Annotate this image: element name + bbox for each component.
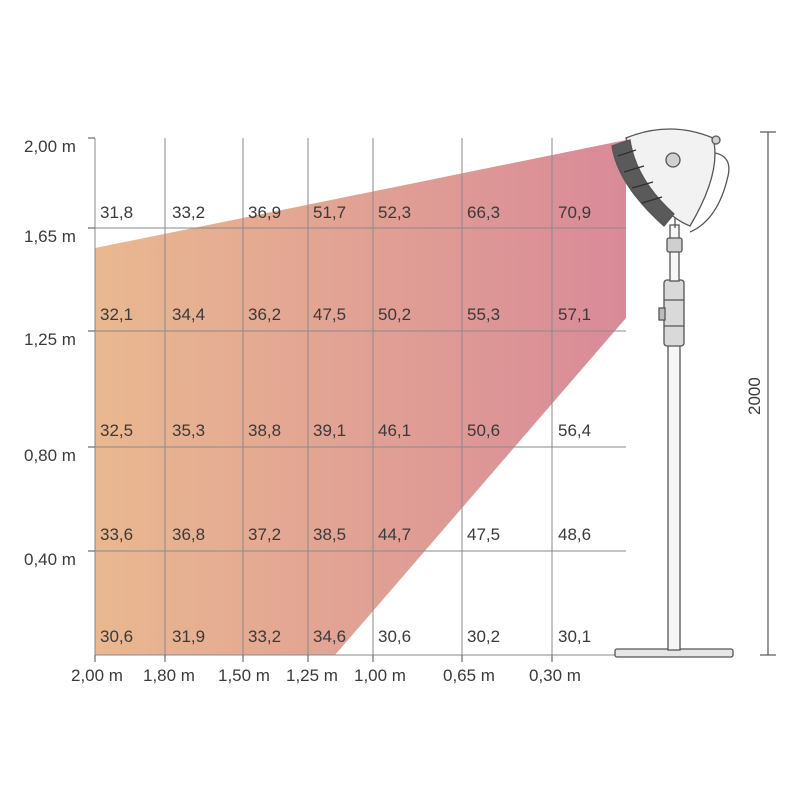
cell-value: 30,2 bbox=[467, 627, 500, 646]
axis-ticks bbox=[88, 137, 553, 662]
heater-pivot bbox=[665, 152, 681, 168]
y-label: 2,00 m bbox=[24, 137, 76, 156]
grid bbox=[94, 138, 626, 656]
cell-value: 52,3 bbox=[378, 203, 411, 222]
x-label: 1,50 m bbox=[218, 666, 270, 685]
heater-grille bbox=[617, 149, 637, 157]
x-label: 0,30 m bbox=[529, 666, 581, 685]
cell-value: 47,5 bbox=[313, 305, 346, 324]
row-3: 32,5 35,3 38,8 39,1 46,1 50,6 56,4 bbox=[100, 421, 591, 440]
heater-pole-upper bbox=[669, 224, 680, 282]
y-axis-labels: 2,00 m 1,65 m 1,25 m 0,80 m 0,40 m bbox=[24, 137, 76, 569]
y-label: 1,65 m bbox=[24, 227, 76, 246]
cell-value: 56,4 bbox=[558, 421, 591, 440]
cell-value: 36,2 bbox=[248, 305, 281, 324]
heater-element bbox=[611, 139, 675, 227]
cell-value: 33,6 bbox=[100, 525, 133, 544]
cell-value: 70,9 bbox=[558, 203, 591, 222]
cell-value: 36,8 bbox=[172, 525, 205, 544]
cell-value: 38,5 bbox=[313, 525, 346, 544]
cell-value: 57,1 bbox=[558, 305, 591, 324]
heater-pole-lower bbox=[667, 344, 681, 651]
cell-value: 30,6 bbox=[378, 627, 411, 646]
cell-value: 51,7 bbox=[313, 203, 346, 222]
x-label: 1,00 m bbox=[354, 666, 406, 685]
cell-value: 31,8 bbox=[100, 203, 133, 222]
cell-value: 33,2 bbox=[248, 627, 281, 646]
heater-lamp-icon bbox=[611, 128, 734, 658]
cell-value: 47,5 bbox=[467, 525, 500, 544]
height-dimension-label: 2000 bbox=[745, 377, 764, 415]
cell-value: 32,5 bbox=[100, 421, 133, 440]
heater-top-knob bbox=[711, 135, 721, 145]
heat-beam bbox=[95, 140, 626, 655]
cell-value: 33,2 bbox=[172, 203, 205, 222]
cell-value: 37,2 bbox=[248, 525, 281, 544]
x-label: 0,65 m bbox=[443, 666, 495, 685]
heater-collar bbox=[666, 237, 683, 253]
y-label: 1,25 m bbox=[24, 330, 76, 349]
cell-value: 44,7 bbox=[378, 525, 411, 544]
cell-value: 46,1 bbox=[378, 421, 411, 440]
row-2: 32,1 34,4 36,2 47,5 50,2 55,3 57,1 bbox=[100, 305, 591, 324]
cell-value: 50,2 bbox=[378, 305, 411, 324]
heater-switch bbox=[658, 307, 666, 321]
cell-value: 35,3 bbox=[172, 421, 205, 440]
x-label: 1,25 m bbox=[286, 666, 338, 685]
cell-value: 30,1 bbox=[558, 627, 591, 646]
heater-handle bbox=[689, 151, 730, 233]
row-1: 31,8 33,2 36,9 51,7 52,3 66,3 70,9 bbox=[100, 203, 591, 222]
cell-value: 31,9 bbox=[172, 627, 205, 646]
x-axis-labels: 2,00 m 1,80 m 1,50 m 1,25 m 1,00 m 0,65 … bbox=[71, 666, 581, 685]
heater-grille bbox=[631, 181, 654, 189]
cell-value: 39,1 bbox=[313, 421, 346, 440]
height-dimension bbox=[760, 131, 776, 656]
row-5: 30,6 31,9 33,2 34,6 30,6 30,2 30,1 bbox=[100, 627, 591, 646]
heater-grille bbox=[623, 165, 645, 173]
cell-value: 66,3 bbox=[467, 203, 500, 222]
cell-value: 38,8 bbox=[248, 421, 281, 440]
cell-value: 50,6 bbox=[467, 421, 500, 440]
cell-value: 48,6 bbox=[558, 525, 591, 544]
row-4: 33,6 36,8 37,2 38,5 44,7 47,5 48,6 bbox=[100, 525, 591, 544]
x-label: 1,80 m bbox=[143, 666, 195, 685]
y-label: 0,80 m bbox=[24, 446, 76, 465]
heater-joint bbox=[663, 279, 685, 347]
cell-value: 34,4 bbox=[172, 305, 205, 324]
cell-value: 34,6 bbox=[313, 627, 346, 646]
cell-value: 30,6 bbox=[100, 627, 133, 646]
cell-value: 55,3 bbox=[467, 305, 500, 324]
x-label: 2,00 m bbox=[71, 666, 123, 685]
heater-grille bbox=[641, 196, 663, 204]
cell-value: 36,9 bbox=[248, 203, 281, 222]
cell-value: 32,1 bbox=[100, 305, 133, 324]
y-label: 0,40 m bbox=[24, 550, 76, 569]
